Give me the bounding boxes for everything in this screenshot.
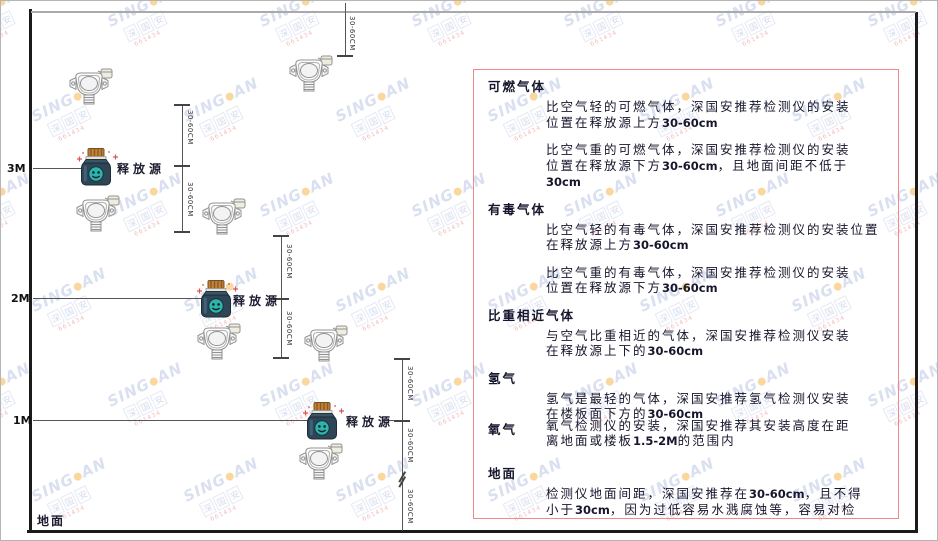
section-heading: 氢气 — [488, 370, 518, 386]
section-paragraph: 氧气检测仪的安装，深国安推荐其安装高度在距 离地面或楼板1.5-2M的范围内 — [546, 417, 851, 449]
gas-detector-icon — [299, 443, 343, 480]
section-heading: 有毒气体 — [488, 201, 547, 217]
dim-label: 30-60CM — [285, 244, 293, 279]
section-paragraph: 与空气比重相近的气体，深国安推荐检测仪安装 在释放源上下的30-60cm — [546, 327, 851, 359]
dimension-line — [345, 3, 346, 56]
section-paragraph: 比空气轻的有毒气体，深国安推荐检测仪的安装位置 在释放源上方30-60cm — [546, 221, 880, 253]
dim-label: 30-60CM — [406, 366, 414, 401]
section-heading: 地面 — [488, 465, 518, 481]
height-label-1m: 1M — [13, 414, 32, 427]
dimension-line — [402, 358, 403, 531]
dimension-line — [182, 104, 183, 233]
section-paragraph: 比空气重的可燃气体，深国安推荐检测仪的安装 位置在释放源下方30-60cm，且地面… — [546, 142, 851, 189]
ground-line — [27, 530, 918, 533]
section-paragraph: 检测仪地面间距，深国安推荐在30-60cm，且不得 小于30cm，因为过低容易水溅… — [546, 485, 863, 518]
gas-detector-icon — [76, 195, 120, 232]
release-source — [188, 279, 244, 323]
height-label-2m: 2M — [11, 292, 30, 305]
dimension-line — [281, 235, 282, 359]
release-source-icon — [303, 402, 344, 440]
dimension-tick — [174, 165, 190, 167]
dimension-tick — [337, 55, 353, 57]
panel-section: 有毒气体比空气轻的有毒气体，深国安推荐检测仪的安装位置 在释放源上方30-60cm… — [488, 202, 888, 297]
gas-detector-icon — [69, 68, 113, 105]
release-source — [294, 401, 350, 445]
release-source-label: 释放源 — [117, 162, 166, 176]
dimension-tick — [273, 357, 289, 359]
dimension-tick — [273, 235, 289, 237]
leader-line-3m — [33, 168, 81, 169]
gas-detector-icon — [197, 323, 241, 360]
panel-section: 氢气氢气是最轻的气体，深国安推荐氢气检测仪安装 在楼板面下方的30-60cm — [488, 371, 888, 423]
dim-label: 30-60CM — [406, 489, 414, 524]
wall-left-line — [29, 9, 32, 532]
section-paragraph: 氢气是最轻的气体，深国安推荐氢气检测仪安装 在楼板面下方的30-60cm — [546, 390, 851, 422]
dimension-tick — [273, 298, 289, 300]
dim-label: 30-60CM — [186, 182, 194, 217]
panel-section: 比重相近气体与空气比重相近的气体，深国安推荐检测仪安装 在释放源上下的30-60c… — [488, 308, 888, 360]
gas-detector-icon — [289, 55, 333, 92]
dim-label: 30-60CM — [406, 428, 414, 463]
panel-section: 地面检测仪地面间距，深国安推荐在30-60cm，且不得 小于30cm，因为过低容易… — [488, 465, 888, 519]
dimension-tick — [174, 231, 190, 233]
section-heading: 氧气 — [488, 421, 518, 437]
ground-label: 地面 — [37, 514, 66, 528]
section-paragraph: 比空气重的有毒气体，深国安推荐检测仪的安装 位置在释放源下方30-60cm — [546, 264, 851, 296]
dimension-tick — [174, 104, 190, 106]
dimension-tick — [394, 420, 410, 422]
leader-dash — [383, 420, 403, 421]
leader-line-2m — [33, 298, 205, 299]
gas-detector — [199, 196, 249, 242]
release-source-icon — [77, 148, 118, 186]
dimension-tick — [394, 358, 410, 360]
section-heading: 可燃气体 — [488, 79, 547, 94]
section-heading: 比重相近气体 — [488, 307, 576, 323]
ceiling-line — [31, 11, 916, 13]
gas-detector — [73, 193, 123, 239]
gas-detector — [66, 66, 116, 112]
release-source-icon — [197, 280, 238, 318]
section-paragraph: 比空气轻的可燃气体，深国安推荐检测仪的安装 位置在释放源上方30-60cm — [546, 99, 851, 130]
panel-section: 可燃气体比空气轻的可燃气体，深国安推荐检测仪的安装 位置在释放源上方30-60cm… — [488, 79, 888, 191]
release-source — [68, 147, 124, 191]
dim-label: 30-60CM — [348, 16, 356, 51]
height-label-3m: 3M — [7, 162, 26, 175]
gas-detector — [194, 321, 244, 367]
gas-detector-icon — [202, 198, 246, 235]
dim-label: 30-60CM — [285, 311, 293, 346]
gas-detector-icon — [304, 325, 348, 362]
info-panel: 可燃气体比空气轻的可燃气体，深国安推荐检测仪的安装 位置在释放源上方30-60cm… — [473, 69, 899, 519]
gas-detector — [301, 323, 351, 369]
gas-detector — [296, 441, 346, 487]
panel-section: 氧气 氧气检测仪的安装，深国安推荐其安装高度在距 离地面或楼板1.5-2M的范围内 — [488, 418, 888, 450]
release-source-label: 释放源 — [233, 294, 282, 308]
release-source-label: 释放源 — [346, 415, 395, 429]
wall-right-line — [915, 12, 918, 532]
gas-detector — [286, 53, 336, 99]
leader-line-1m — [33, 420, 309, 421]
dim-label: 30-60CM — [186, 110, 194, 145]
